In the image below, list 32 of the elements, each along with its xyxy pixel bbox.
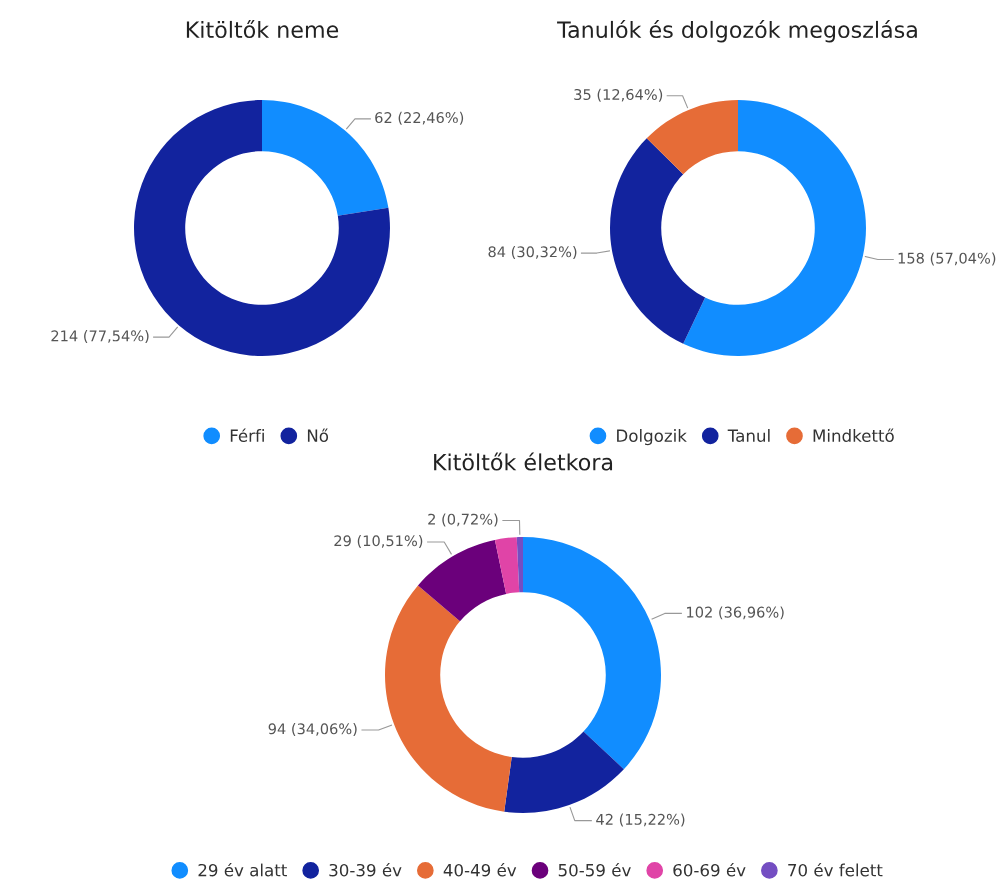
donut-slice [683, 100, 866, 356]
data-label: 2 (0,72%) [428, 513, 498, 527]
legend-label: Férfi [230, 428, 264, 442]
data-label: 62 (22,46%) [375, 111, 464, 125]
donut-slice [504, 731, 624, 813]
chart-title: Kitöltők neme [186, 20, 339, 39]
donut-slice [494, 537, 520, 594]
legend-label: Dolgozik [617, 429, 687, 446]
legend-label: Tanul [727, 429, 770, 442]
data-label: 29 (10,51%) [334, 534, 423, 548]
legend-label: Mindkettő [813, 428, 894, 442]
data-label: 214 (77,54%) [51, 330, 149, 344]
donut-slice [523, 537, 661, 770]
donut-slice [610, 138, 706, 344]
legend-label: 60-69 év [673, 862, 746, 877]
data-label: 35 (12,64%) [574, 88, 663, 102]
legend-label: 30-39 év [329, 862, 402, 877]
legend-label: 70 év felett [788, 862, 883, 877]
donut-slice [516, 537, 523, 593]
legend-label: Nő [307, 428, 329, 442]
donut-slice [646, 100, 738, 175]
legend-label: 50-59 év [558, 862, 631, 877]
legend-label: 40-49 év [443, 862, 517, 877]
data-label: 84 (30,32%) [488, 246, 577, 260]
data-label: 42 (15,22%) [596, 813, 685, 827]
donut-slice [385, 585, 512, 812]
data-label: 102 (36,96%) [687, 606, 784, 620]
chart-title: Kitöltők életkora [434, 452, 613, 471]
data-label: 94 (34,06%) [268, 723, 357, 737]
chart-title: Tanulók és dolgozók megoszlása [557, 20, 917, 43]
legend-label: 29 év alatt [198, 862, 287, 877]
data-label: 158 (57,04%) [898, 252, 996, 266]
